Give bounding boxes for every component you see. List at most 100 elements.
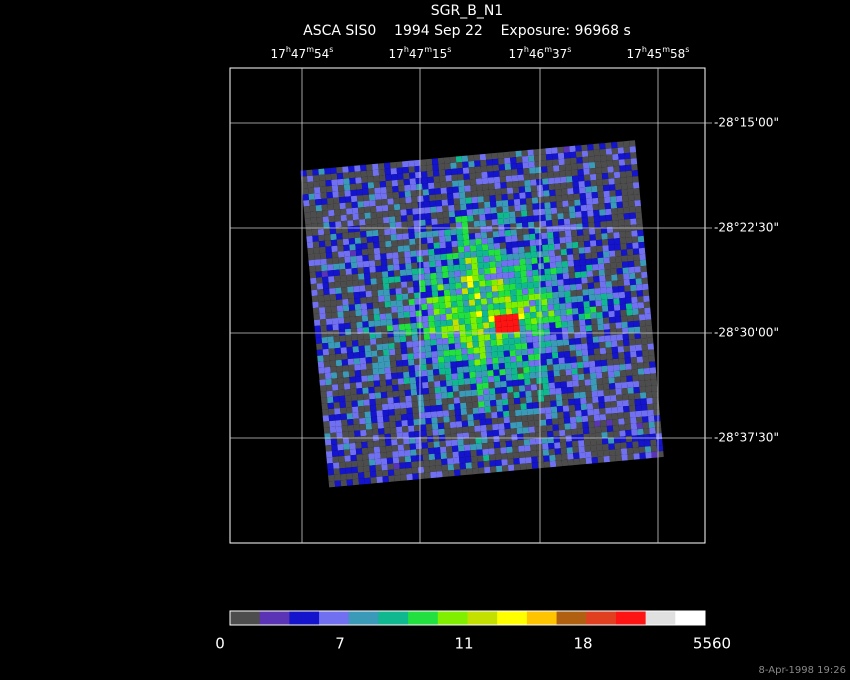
image-cell <box>334 347 342 355</box>
image-cell <box>545 412 552 420</box>
image-cell <box>410 383 417 390</box>
image-cell <box>574 265 581 273</box>
image-cell <box>361 182 369 190</box>
image-cell <box>491 411 498 419</box>
image-cell <box>514 277 522 284</box>
image-cell <box>636 290 644 297</box>
image-cell <box>341 292 349 300</box>
image-cell <box>527 414 534 422</box>
image-cell <box>439 440 446 448</box>
image-cell <box>571 308 579 315</box>
image-cell <box>348 430 355 438</box>
image-cell <box>606 154 613 161</box>
title: SGR_B_N1 <box>431 3 503 19</box>
image-cell <box>387 403 395 410</box>
image-cell <box>580 403 588 411</box>
image-cell <box>629 272 636 280</box>
image-cell <box>301 188 309 195</box>
image-cell <box>387 330 394 338</box>
image-cell <box>527 155 535 162</box>
image-cell <box>502 278 510 285</box>
image-cell <box>423 466 431 473</box>
image-cell <box>397 245 405 253</box>
image-cell <box>575 151 583 158</box>
image-cell <box>370 477 377 484</box>
image-cell <box>429 465 437 473</box>
image-cell <box>363 333 370 340</box>
image-cell <box>417 261 424 269</box>
image-cell <box>590 185 598 193</box>
image-cell <box>368 459 376 466</box>
image-cell <box>578 446 586 453</box>
image-cell <box>392 450 399 458</box>
image-cell <box>381 469 389 477</box>
image-cell <box>566 447 574 454</box>
image-cell <box>556 333 563 341</box>
image-cell <box>499 374 507 382</box>
image-cell <box>602 449 610 457</box>
image-cell <box>368 326 376 334</box>
image-cell <box>524 246 531 253</box>
image-cell <box>378 428 385 435</box>
image-cell <box>615 189 622 197</box>
image-cell <box>370 278 377 285</box>
image-cell <box>589 240 597 247</box>
image-cell <box>558 164 566 172</box>
image-cell <box>407 425 415 432</box>
image-cell <box>323 288 330 296</box>
image-cell <box>347 286 354 293</box>
image-cell <box>481 177 489 185</box>
image-cell <box>582 228 590 236</box>
image-cell <box>636 223 644 231</box>
image-cell <box>441 259 448 267</box>
image-cell <box>402 431 410 439</box>
image-cell <box>328 348 336 355</box>
image-cell <box>333 335 341 343</box>
image-cell <box>494 381 501 388</box>
image-cell <box>511 301 518 309</box>
image-cell <box>445 440 452 447</box>
image-cell <box>523 234 530 241</box>
image-cell <box>616 201 624 209</box>
image-cell <box>388 342 395 350</box>
image-cell <box>622 267 630 274</box>
image-cell <box>414 171 422 179</box>
image-cell <box>348 171 356 179</box>
image-cell <box>564 423 571 430</box>
image-cell <box>409 172 416 179</box>
image-cell <box>435 200 443 207</box>
image-cell <box>373 181 381 189</box>
image-cell <box>584 180 591 187</box>
image-cell <box>457 240 464 247</box>
image-cell <box>636 356 644 363</box>
image-cell <box>595 173 603 180</box>
image-cell <box>620 442 627 449</box>
image-cell <box>620 177 627 184</box>
image-cell <box>641 343 649 351</box>
colorbar-bin <box>319 611 350 625</box>
image-cell <box>550 207 558 215</box>
image-cell <box>404 449 411 457</box>
image-cell <box>600 425 608 433</box>
image-cell <box>589 306 597 313</box>
image-cell <box>605 214 613 222</box>
image-cell <box>560 176 567 184</box>
image-cell <box>576 289 583 297</box>
image-cell <box>493 176 501 184</box>
image-cell <box>545 286 553 293</box>
ra-unit: h <box>404 45 409 54</box>
image-cell <box>640 271 648 279</box>
image-cell <box>429 333 437 340</box>
image-cell <box>336 437 344 445</box>
ra-value: 54 <box>314 47 329 61</box>
image-cell <box>597 390 605 397</box>
image-cell <box>593 348 601 355</box>
image-cell <box>524 185 532 193</box>
image-cell <box>480 159 487 167</box>
image-cell <box>594 293 602 301</box>
image-cell <box>607 365 614 372</box>
image-cell <box>476 316 483 324</box>
image-cell <box>367 380 375 388</box>
image-cell <box>528 426 536 434</box>
image-cell <box>602 178 609 186</box>
